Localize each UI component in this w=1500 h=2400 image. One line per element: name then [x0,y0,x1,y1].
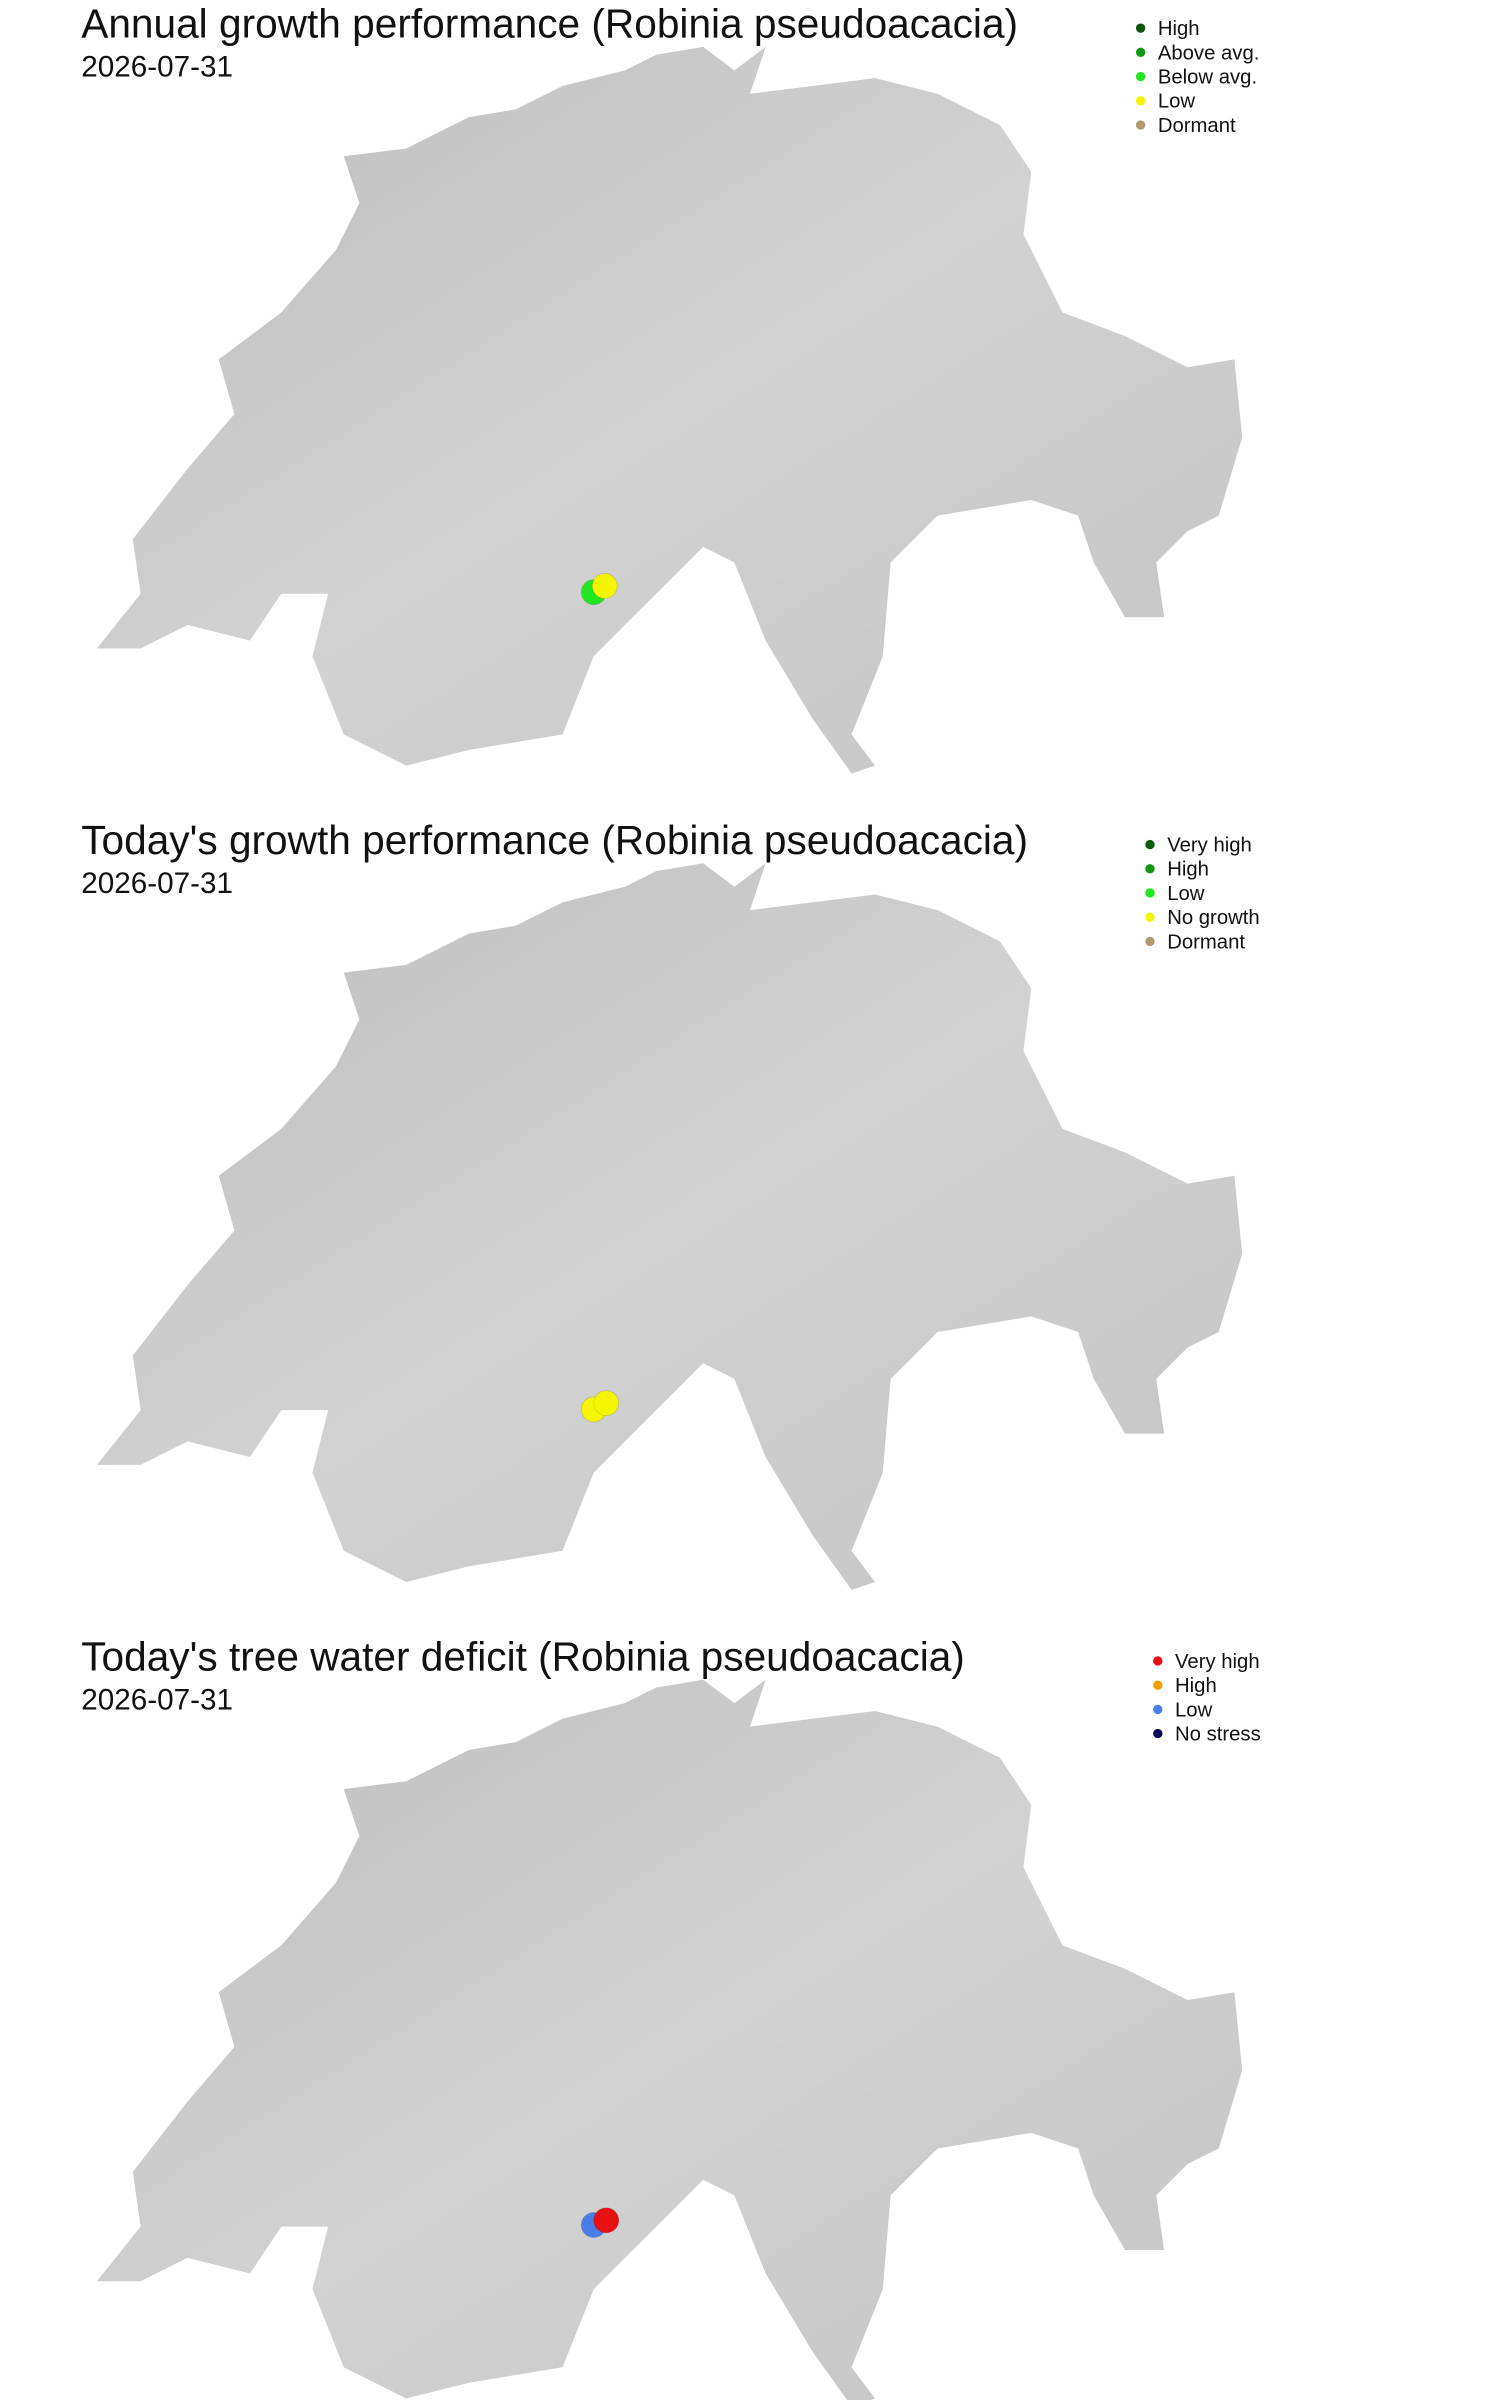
map-panel: Today's tree water deficit (Robinia pseu… [81,1633,1261,2400]
legend-label: Dormant [1167,931,1245,953]
legend-label: Very high [1167,834,1252,856]
panel-title: Annual growth performance (Robinia pseud… [81,1,1018,47]
map-panel: Today's growth performance (Robinia pseu… [81,817,1260,1590]
legend-label: Low [1175,1699,1213,1721]
legend-swatch [1135,23,1146,33]
legend-label: Low [1167,883,1205,905]
panel-date: 2026-07-31 [81,51,233,84]
legend-swatch [1153,1704,1163,1715]
legend-swatch [1145,839,1155,850]
site-point [593,1390,620,1417]
legend-label: No stress [1175,1724,1261,1746]
legend-label: Low [1158,91,1196,113]
panel-title: Today's growth performance (Robinia pseu… [81,817,1028,863]
legend-swatch [1145,864,1155,874]
legend-swatch [1135,96,1146,106]
legend-swatch [1135,71,1146,82]
legend-swatch [1145,912,1155,922]
map-panel: Annual growth performance (Robinia pseud… [81,1,1259,774]
legend-label: No growth [1167,907,1260,929]
legend-swatch [1153,1680,1163,1690]
legend-swatch [1135,47,1146,58]
site-point [593,2207,620,2234]
panel-date: 2026-07-31 [81,1683,233,1716]
panel-title: Today's tree water deficit (Robinia pseu… [81,1633,965,1679]
panel-date: 2026-07-31 [81,867,233,900]
switzerland-map [96,46,1243,774]
site-point [591,573,618,599]
legend-label: High [1158,18,1200,40]
legend-swatch [1145,936,1155,947]
legend-label: Dormant [1158,115,1236,137]
switzerland-map [96,1679,1243,2400]
legend-swatch [1153,1656,1163,1666]
legend-label: Above avg. [1158,42,1260,64]
legend-swatch [1145,888,1155,898]
legend-label: Very high [1175,1651,1260,1673]
legend-swatch [1153,1728,1163,1739]
legend-label: High [1167,859,1209,881]
legend-label: High [1175,1675,1217,1697]
legend-swatch [1135,120,1146,130]
legend-label: Below avg. [1158,66,1257,88]
switzerland-map [96,863,1243,1590]
